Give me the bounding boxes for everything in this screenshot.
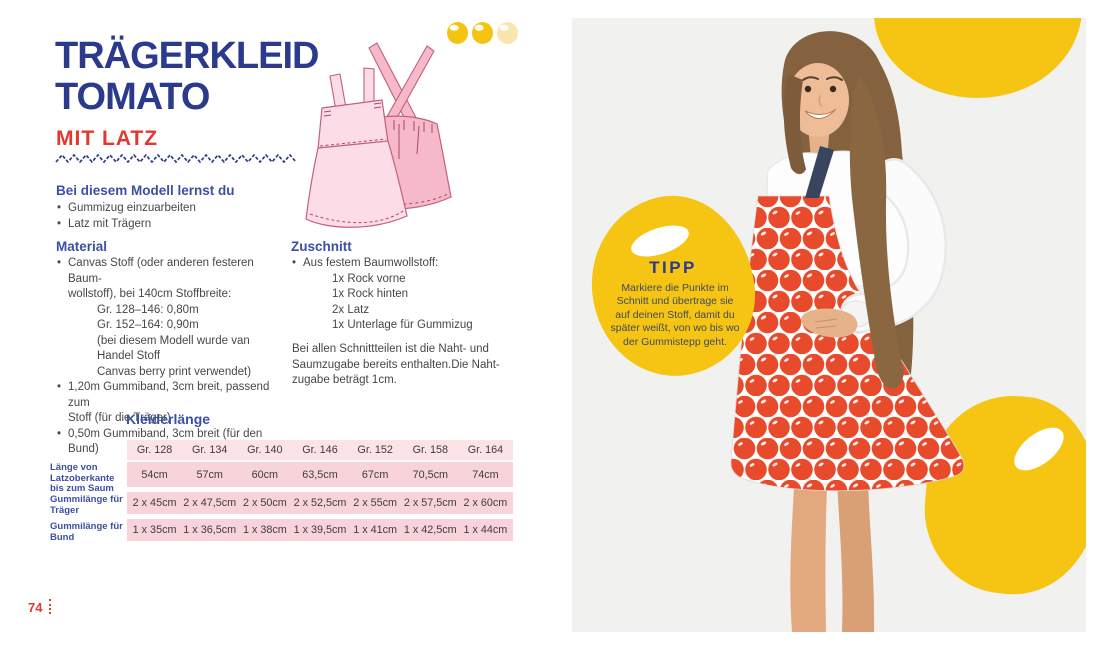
table-header-cell: Gr. 128 [136,444,173,456]
tip-line: Markiere die Punkte im [621,282,729,294]
table-cell: 2 x 52,5cm [293,497,347,509]
face-features [802,76,843,119]
table-row: 1 x 35cm 1 x 36,5cm 1 x 38cm 1 x 39,5cm … [127,519,513,541]
tip-line: auf deinen Stoff, damit du [615,308,735,321]
table-header-cell: Gr. 164 [467,444,504,456]
learn-list: Gummizug einzuarbeiten Latz mit Trägern [57,201,287,232]
material-line: Canvas berry print verwendet) [97,365,252,378]
table-header-cell: Gr. 152 [357,444,393,456]
table-cell: 1 x 38cm [242,524,287,536]
material-line: 1,20m Gummiband, 3cm breit, passend zum [57,380,289,411]
material-line: Gr. 128–146: 0,80m [97,303,199,316]
table-cell: 1 x 42,5cm [403,524,457,536]
material-line: Stoff (für die Träger) [68,412,171,424]
page-subtitle: MIT LATZ [56,127,159,150]
table-title: Kleiderlänge [126,411,211,427]
table-cell: 2 x 50cm [242,497,287,509]
table-cell: 1 x 44cm [463,524,508,536]
table-cell: 63,5cm [302,468,338,481]
difficulty-dot-filled-icon [447,22,468,44]
dress-front-view [305,67,408,228]
note-line: zugabe beträgt 1cm. [292,374,397,386]
difficulty-indicator [447,22,518,44]
note-line: Bei allen Schnittteilen ist die Naht- un… [292,343,489,355]
material-line: 0,50m Gummiband, 3cm breit (für den Bund… [57,427,289,458]
table-header-cell: Gr. 146 [302,444,338,456]
table-cell: 1 x 41cm [353,524,398,536]
learn-heading: Bei diesem Modell lernst du [56,183,235,198]
table-cell: 2 x 47,5cm [183,497,237,509]
table-header-cell: Gr. 158 [412,444,448,456]
zuschnitt-list: Aus festem Baumwollstoff: 1x Rock vorne … [292,256,517,334]
model-photo: TIPP Markiere die Punkte im Schnitt und … [572,18,1086,632]
learn-item: Gummizug einzuarbeiten [57,201,287,217]
table-cell: 2 x 57,5cm [403,497,457,509]
tip-text: Markiere die Punkte im Schnitt und übert… [586,282,764,349]
table-row: 2 x 45cm 2 x 47,5cm 2 x 50cm 2 x 52,5cm … [127,492,513,514]
material-list: Canvas Stoff (oder anderen festeren Baum… [57,256,289,458]
table-cell: 2 x 55cm [353,497,398,509]
table-row-label: Länge von Latzoberkante bis zum Saum [50,462,115,494]
material-line: Gr. 152–164: 0,90m [97,319,199,331]
table-cell: 1 x 35cm [132,524,177,536]
difficulty-dot-filled-icon [472,22,493,44]
note-line: Saumzugabe bereits enthalten.Die Naht- [292,358,500,371]
difficulty-dot-empty-icon [497,22,518,44]
table-cell: 2 x 45cm [132,497,177,509]
zigzag-divider [55,153,297,164]
table-cell: 57cm [196,468,223,481]
tip-line: der Gummistepp geht. [623,335,727,348]
table-header-cell: Gr. 134 [192,444,228,456]
learn-item: Latz mit Trägern [57,217,287,233]
page-number: 74 [28,600,43,615]
page-title: TRÄGERKLEID TOMATO [55,35,319,118]
table-cell: 2 x 60cm [463,497,508,509]
tip-line: Schnitt und übertrage sie [616,295,734,308]
page-number-divider [49,599,51,614]
dress-technical-drawing [305,42,452,228]
zuschnitt-line: 2x Latz [332,303,370,316]
material-line: (bei diesem Modell wurde van Handel Stof… [97,334,250,363]
title-line-2: TOMATO [55,76,210,118]
table-cell: 67cm [361,468,389,481]
table-header-row: Gr. 128 Gr. 134 Gr. 140 Gr. 146 Gr. 152 … [127,440,513,460]
table-row: 54cm 57cm 60cm 63,5cm 67cm 70,5cm 74cm [127,462,513,487]
table-cell: 60cm [251,468,279,481]
material-heading: Material [56,239,108,254]
table-cell: 74cm [472,468,499,481]
zuschnitt-line: 1x Rock hinten [332,288,409,300]
table-header-cell: Gr. 140 [247,444,283,456]
seam-allowance-note: Bei allen Schnittteilen ist die Naht- un… [292,342,517,389]
zuschnitt-heading: Zuschnitt [291,239,352,254]
tip-line: später weißt, von wo bis wo [610,322,740,335]
zuschnitt-line: 1x Unterlage für Gummizug [332,319,473,331]
zuschnitt-line: Aus festem Baumwollstoff: [292,256,517,272]
table-cell: 1 x 39,5cm [293,524,347,536]
girl-model-illustration [730,31,965,632]
material-line: wollstoff), bei 140cm Stoffbreite: [68,288,232,300]
table-row-label: Gummilänge für Bund [50,521,123,543]
tip-heading: TIPP [649,258,697,277]
table-cell: 54cm [141,468,168,481]
title-line-1: TRÄGERKLEID [55,35,319,77]
zuschnitt-line: 1x Rock vorne [332,272,406,285]
table-cell: 1 x 36,5cm [183,524,237,536]
table-cell: 70,5cm [412,468,448,481]
material-line: Canvas Stoff (oder anderen festeren Baum… [57,256,289,287]
table-row-label: Gummilänge für Träger [50,494,123,516]
